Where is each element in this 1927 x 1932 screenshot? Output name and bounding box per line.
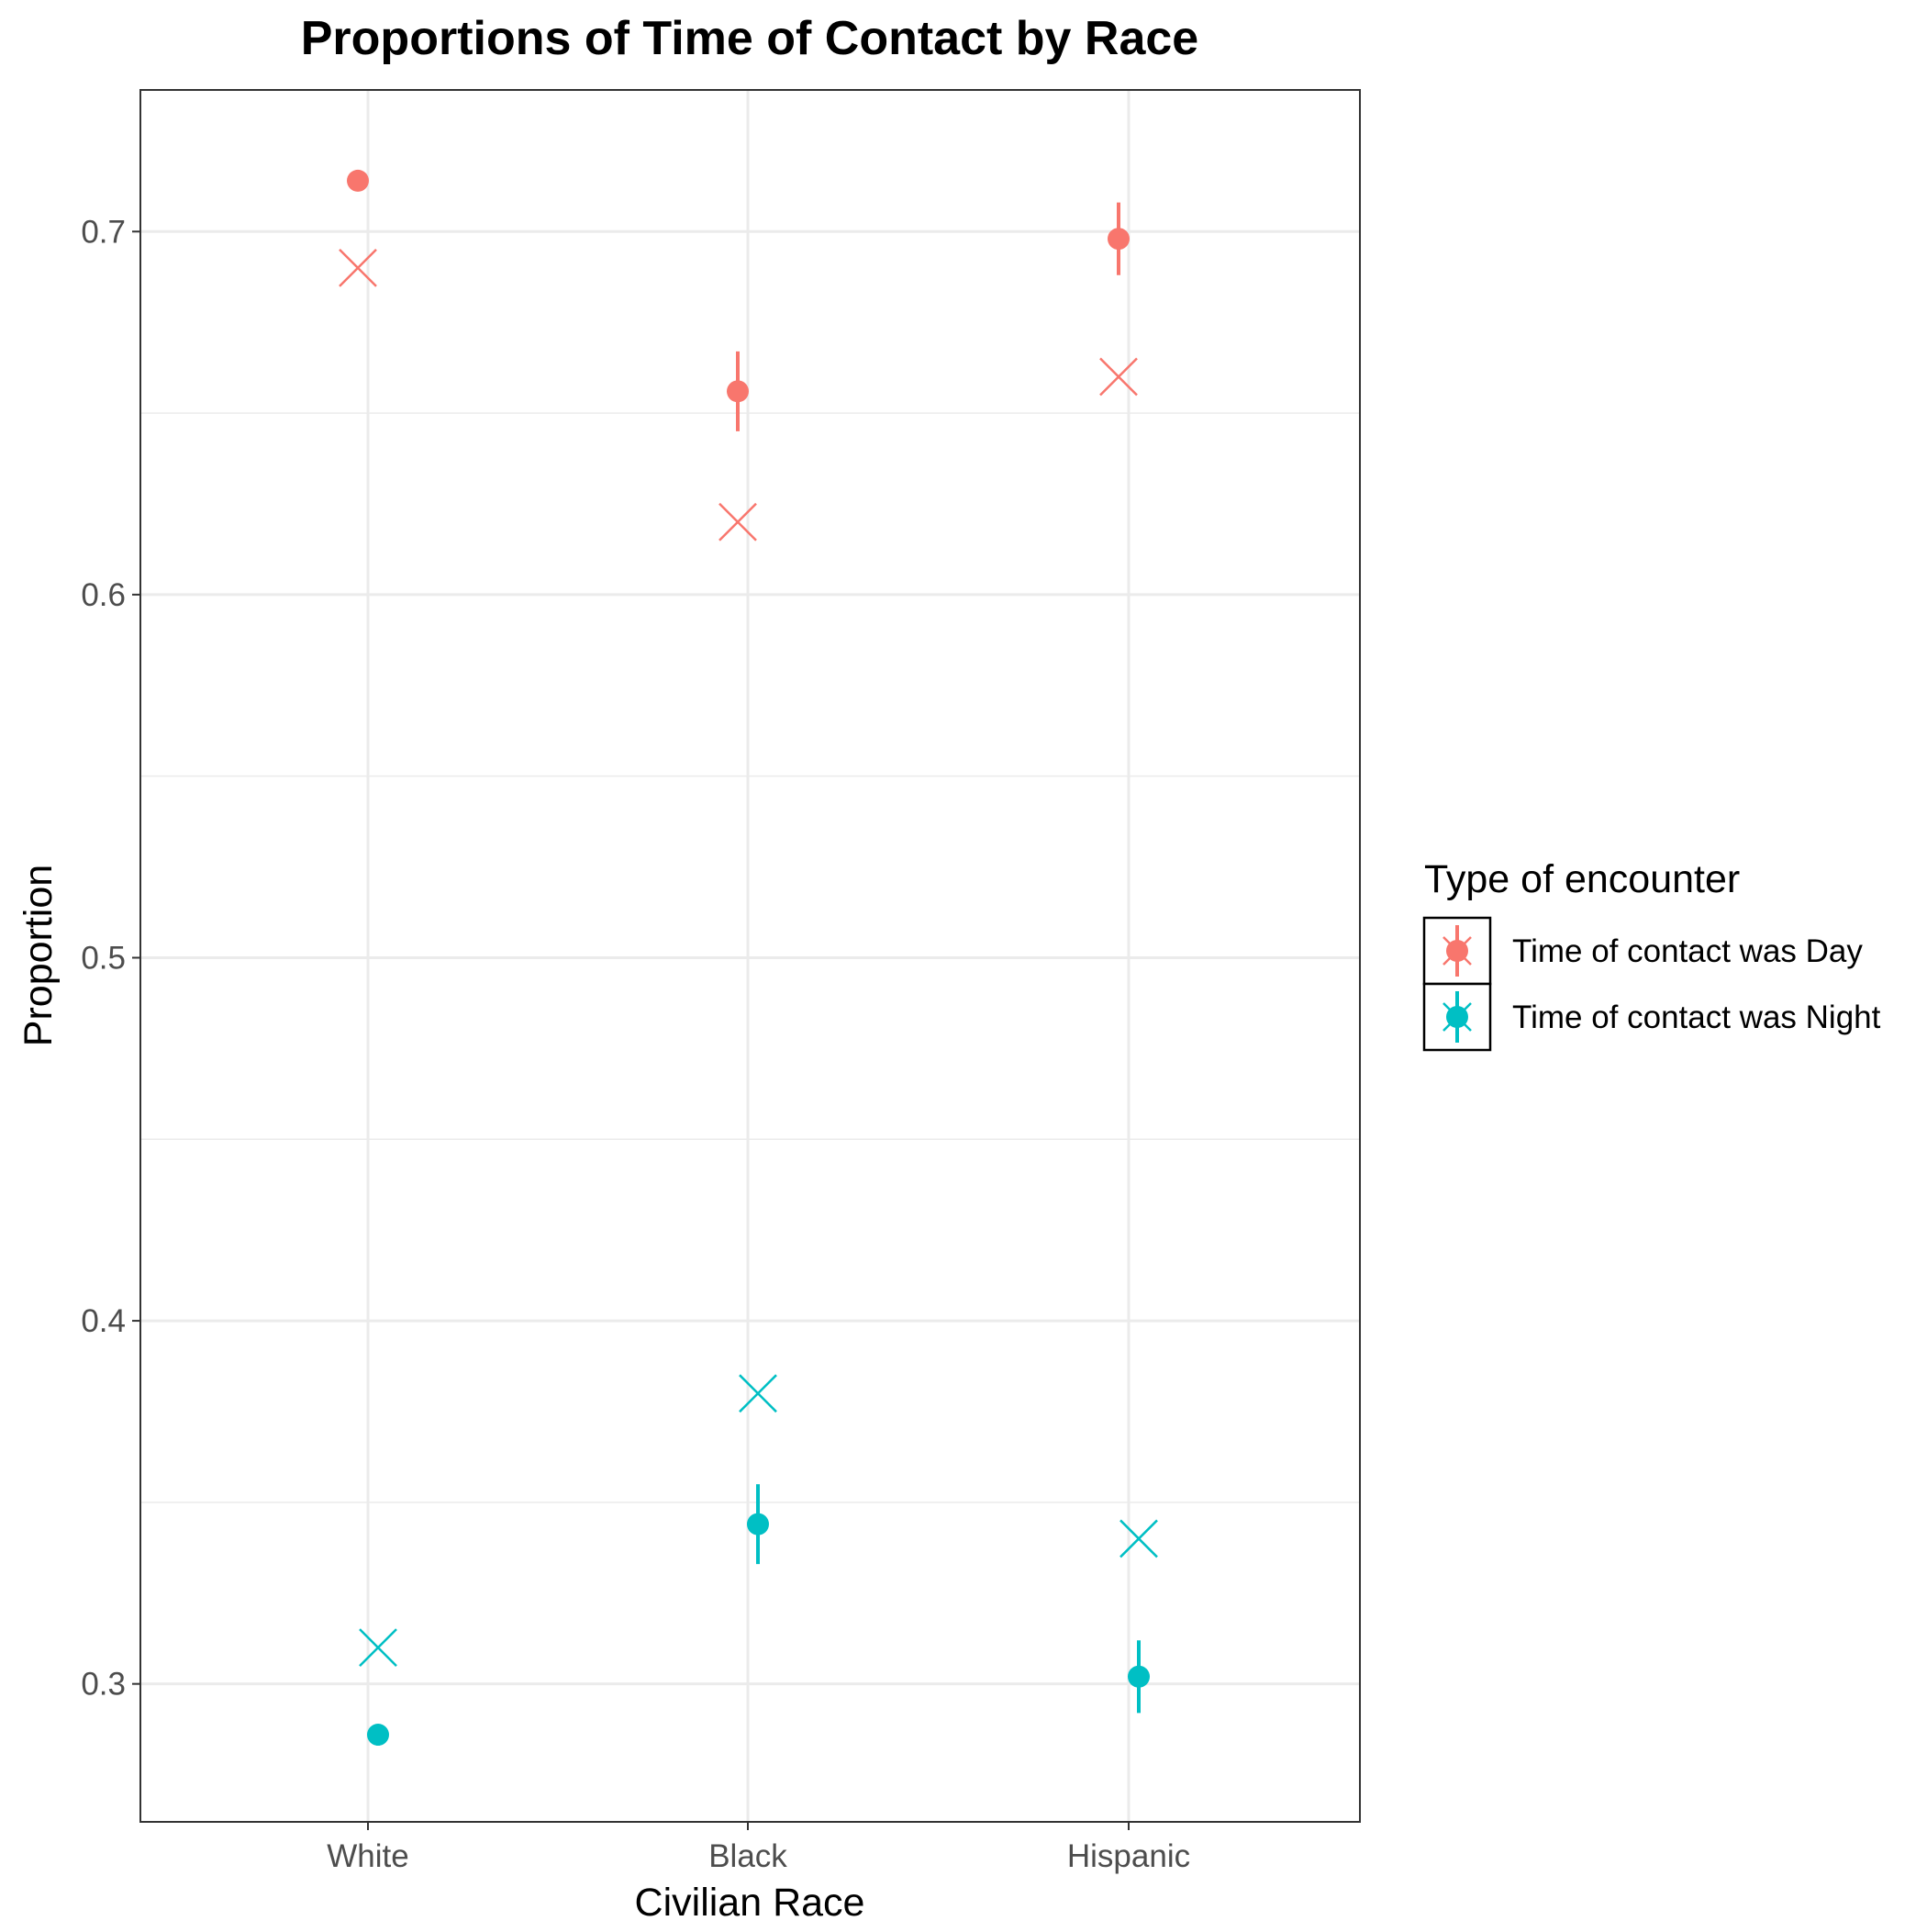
legend-title: Type of encounter	[1424, 857, 1740, 901]
comparison-x-marker	[339, 248, 377, 287]
comparison-x-marker	[359, 1628, 397, 1667]
legend: Type of encounter Time of contact was Da…	[1422, 857, 1881, 1052]
y-tick-label: 0.6	[81, 577, 126, 613]
x-axis: White Black Hispanic	[327, 1822, 1190, 1874]
legend-key-point	[1446, 940, 1468, 962]
data-marks	[339, 169, 1158, 1747]
estimate-point	[347, 169, 369, 192]
comparison-x-marker	[1099, 357, 1138, 396]
y-axis-title: Proportion	[17, 865, 61, 1046]
comparison-x-marker	[718, 502, 757, 542]
comparison-x-marker	[739, 1374, 777, 1413]
legend-key-point	[1446, 1006, 1468, 1028]
plot-border	[139, 89, 1361, 1823]
estimate-point	[727, 380, 749, 403]
y-tick-label: 0.7	[81, 214, 126, 250]
y-tick-label: 0.4	[81, 1303, 126, 1339]
y-tick-label: 0.5	[81, 940, 126, 976]
estimate-point	[1128, 1665, 1150, 1688]
estimate-point	[747, 1513, 769, 1536]
legend-keys: Time of contact was Day Time of contact w…	[1422, 916, 1881, 1052]
y-axis: 0.3 0.4 0.5 0.6 0.7	[81, 214, 140, 1703]
major-gridlines	[140, 90, 1360, 1822]
plot-panel	[140, 90, 1360, 1822]
legend-label: Time of contact was Day	[1512, 933, 1863, 969]
x-axis-title: Civilian Race	[635, 1881, 865, 1925]
x-tick-label: White	[327, 1838, 408, 1874]
legend-label: Time of contact was Night	[1512, 1000, 1881, 1035]
chart-title: Proportions of Time of Contact by Race	[301, 12, 1198, 65]
minor-gridlines	[140, 412, 1360, 1503]
estimate-point	[1108, 228, 1130, 251]
y-tick-label: 0.3	[81, 1667, 126, 1703]
comparison-x-marker	[1119, 1519, 1158, 1558]
estimate-point	[367, 1724, 389, 1747]
x-tick-label: Hispanic	[1067, 1838, 1190, 1874]
x-tick-label: Black	[708, 1838, 787, 1874]
